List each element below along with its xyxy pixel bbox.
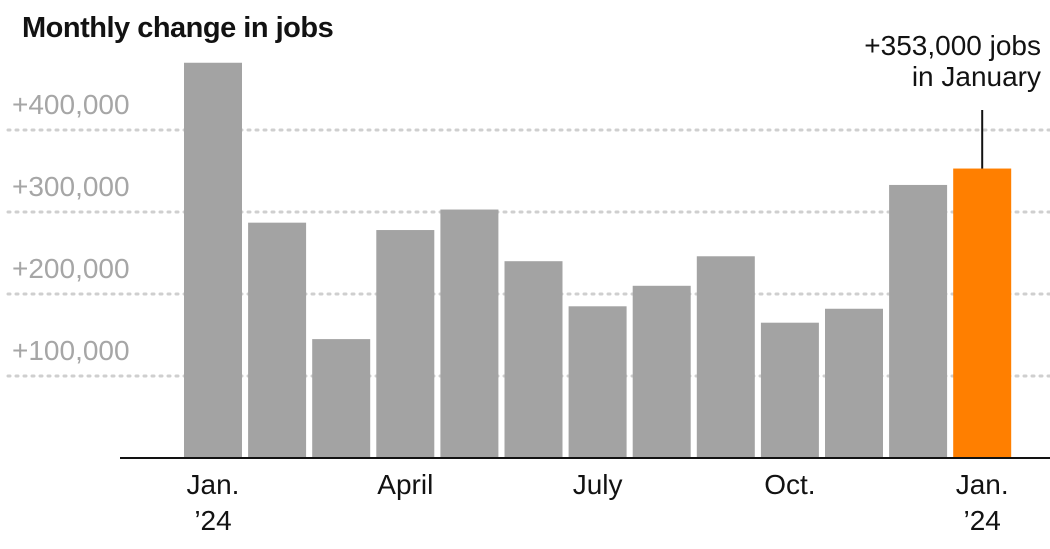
bar <box>760 322 819 458</box>
annotation-label: in January <box>912 61 1041 92</box>
y-tick-label: +400,000 <box>12 89 130 120</box>
y-tick-label: +200,000 <box>12 253 130 284</box>
bar <box>504 261 563 458</box>
bar <box>376 230 435 458</box>
bar <box>568 306 627 458</box>
x-tick-label: July <box>573 469 623 500</box>
bar <box>248 222 307 458</box>
x-tick-label: Jan. <box>956 469 1009 500</box>
annotation-label: +353,000 jobs <box>864 30 1041 61</box>
bar <box>632 285 691 458</box>
x-tick-label: Oct. <box>764 469 815 500</box>
x-tick-label: April <box>377 469 433 500</box>
bars <box>184 62 1012 459</box>
y-tick-label: +300,000 <box>12 171 130 202</box>
y-tick-label: +100,000 <box>12 335 130 366</box>
chart-title: Monthly change in jobs <box>22 12 333 44</box>
bar <box>889 184 948 458</box>
bar-highlight <box>953 168 1012 459</box>
bar <box>312 339 371 458</box>
x-tick-label: ’24 <box>194 505 231 536</box>
bar <box>696 256 755 458</box>
x-tick-label: ’24 <box>964 505 1001 536</box>
bar <box>440 209 499 458</box>
x-tick-label: Jan. <box>187 469 240 500</box>
y-axis-ticks: +100,000 +200,000 +300,000 +400,000 <box>12 89 130 366</box>
bar <box>825 308 883 458</box>
bar <box>184 62 242 458</box>
x-axis-ticks: Jan. ’24 April July Oct. Jan. ’24 <box>187 469 1009 536</box>
